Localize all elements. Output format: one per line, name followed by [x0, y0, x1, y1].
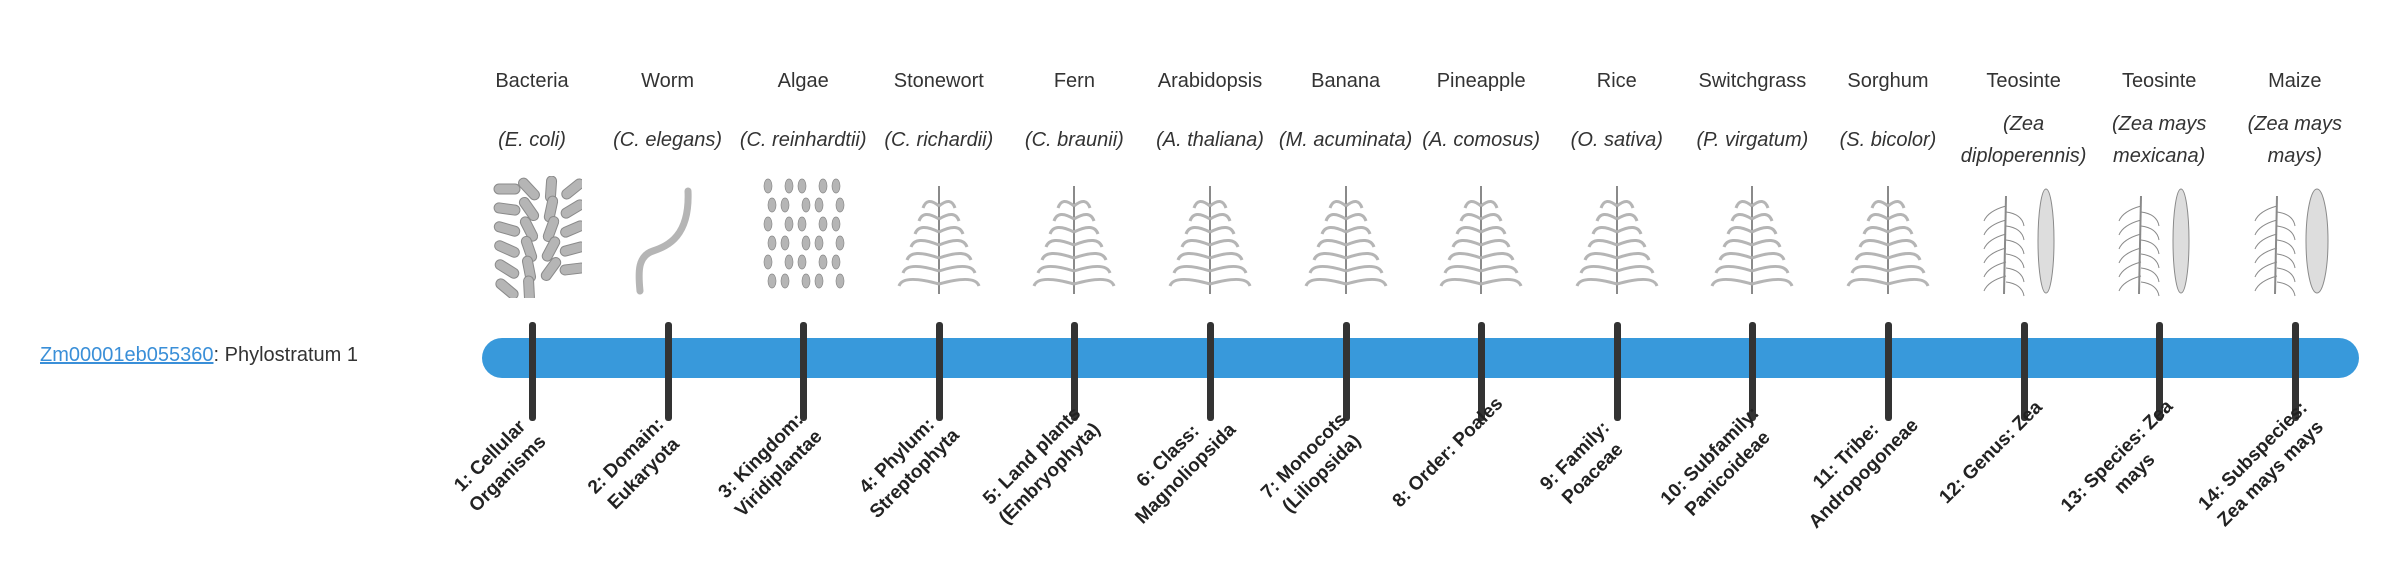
- scientific-name-text: (C. reinhardtii): [739, 129, 867, 151]
- taxonomic-rank-label: 8: Order: Poales: [1388, 393, 1508, 512]
- switchgrass-icon: [1702, 176, 1802, 298]
- taxonomic-rank-label: 13: Species: Zea mays: [2057, 396, 2178, 517]
- organism-common-name: Stonewort: [893, 70, 984, 92]
- organism-common-name: Sorghum: [1847, 70, 1929, 92]
- taxonomic-rank-label: 11: Tribe: Andropogoneae: [1804, 414, 1923, 533]
- teosinte-icon: [2109, 176, 2209, 298]
- gene-label: Zm00001eb055360: Phylostratum 1: [40, 344, 358, 367]
- organism-scientific-name: (Zea mays mays): [2223, 108, 2367, 172]
- scientific-name-text: (C. elegans): [613, 129, 723, 151]
- rice-icon: [1567, 176, 1667, 298]
- organism-scientific-name: (C. elegans): [596, 108, 740, 172]
- banana-icon: [1296, 176, 1396, 298]
- scientific-name-text: (O. sativa): [1570, 129, 1663, 151]
- organism-scientific-name: (M. acuminata): [1274, 108, 1418, 172]
- stratum-tick: [1885, 322, 1892, 421]
- scientific-name-text: (E. coli): [498, 129, 566, 151]
- scientific-name-text: (A. comosus): [1422, 129, 1541, 151]
- stratum-tick: [935, 322, 943, 421]
- taxonomic-rank-label: 7: Monocots (Liliopsida): [1256, 409, 1365, 518]
- stratum-tick: [664, 322, 672, 421]
- organism-common-name: Switchgrass: [1698, 70, 1807, 92]
- organism-common-name: Bacteria: [495, 70, 569, 92]
- organism-scientific-name: (C. richardii): [867, 108, 1011, 172]
- organism-common-name: Rice: [1596, 70, 1637, 92]
- stratum-tick: [1071, 322, 1079, 421]
- taxonomic-rank-label: 3: Kingdom: Viridiplantae: [714, 409, 827, 522]
- stratum-tick: [1613, 322, 1621, 421]
- scientific-name-text: (C. richardii): [884, 129, 994, 151]
- organism-scientific-name: (Zea mays mexicana): [2087, 108, 2231, 172]
- scientific-name-text: (Zea mays mexicana): [2111, 113, 2207, 167]
- organism-scientific-name: (E. coli): [460, 108, 604, 172]
- scientific-name-text: (Zea mays mays): [2247, 113, 2343, 167]
- organism-scientific-name: (A. thaliana): [1138, 108, 1282, 172]
- stratum-tick: [1207, 322, 1214, 421]
- stratum-tick: [529, 322, 536, 421]
- stratum-tick: [2291, 322, 2299, 421]
- organism-common-name: Teosinte: [1986, 70, 2061, 92]
- organism-scientific-name: (Zea diploperennis): [1952, 108, 2096, 172]
- scientific-name-text: (Zea diploperennis): [1960, 113, 2087, 167]
- organism-common-name: Arabidopsis: [1157, 70, 1263, 92]
- taxonomic-rank-label: 14: Subspecies: Zea mays mays: [2194, 397, 2328, 531]
- phylostratum-label: Phylostratum 1: [219, 344, 358, 366]
- organism-common-name: Maize: [2268, 70, 2322, 92]
- organism-common-name: Banana: [1311, 70, 1381, 92]
- organism-scientific-name: (C. braunii): [1002, 108, 1146, 172]
- fern-icon: [1024, 176, 1124, 298]
- organism-common-name: Pineapple: [1436, 70, 1526, 92]
- taxonomic-rank-label: 10: Subfamily: Panicoideae: [1657, 402, 1775, 521]
- organism-scientific-name: (A. comosus): [1409, 108, 1553, 172]
- organism-scientific-name: (O. sativa): [1545, 108, 1689, 172]
- organism-common-name: Fern: [1053, 70, 1095, 92]
- organism-common-name: Teosinte: [2121, 70, 2197, 92]
- stratum-tick: [2020, 322, 2028, 421]
- arabidopsis-icon: [1160, 176, 1260, 298]
- scientific-name-text: (A. thaliana): [1156, 129, 1264, 151]
- organism-common-name: Algae: [777, 70, 829, 92]
- sorghum-icon: [1838, 176, 1938, 298]
- scientific-name-text: (P. virgatum): [1696, 129, 1809, 151]
- organism-common-name: Worm: [641, 70, 695, 92]
- taxonomic-rank-label: 4: Phylum: Streptophyta: [855, 414, 964, 523]
- algae-icon: [753, 176, 853, 298]
- taxonomic-rank-label: 1: Cellular Organisms: [450, 416, 551, 517]
- stratum-tick: [1342, 322, 1350, 421]
- organism-scientific-name: (S. bicolor): [1816, 108, 1960, 172]
- stratum-tick: [2156, 322, 2164, 421]
- organism-scientific-name: (P. virgatum): [1680, 108, 1824, 172]
- gene-separator: :: [213, 344, 220, 366]
- gene-id-link[interactable]: Zm00001eb055360: [40, 344, 214, 366]
- scientific-name-text: (S. bicolor): [1839, 129, 1937, 151]
- taxonomic-rank-label: 9: Family: Poaceae: [1536, 417, 1628, 509]
- taxonomic-rank-label: 12: Genus: Zea: [1935, 396, 2047, 509]
- taxonomic-rank-label: 6: Class: Magnoliopsida: [1131, 419, 1241, 529]
- stratum-tick: [1749, 322, 1757, 421]
- stonewort-icon: [889, 176, 989, 298]
- phylostrata-timeline-bar: [482, 338, 2359, 378]
- stratum-tick: [800, 322, 808, 421]
- bacteria-icon: [482, 175, 587, 303]
- scientific-name-text: (C. braunii): [1024, 129, 1124, 151]
- taxonomic-rank-label: 2: Domain: Eukaryota: [583, 414, 684, 514]
- organism-scientific-name: (C. reinhardtii): [731, 108, 875, 172]
- maize-icon: [2245, 176, 2345, 298]
- worm-icon: [618, 176, 718, 298]
- scientific-name-text: (M. acuminata): [1278, 129, 1413, 151]
- taxonomic-rank-label: 5: Land plants (Embryophyta): [979, 403, 1106, 529]
- stratum-tick: [1478, 322, 1486, 421]
- teosinte-icon: [1974, 176, 2074, 298]
- pineapple-icon: [1431, 176, 1531, 298]
